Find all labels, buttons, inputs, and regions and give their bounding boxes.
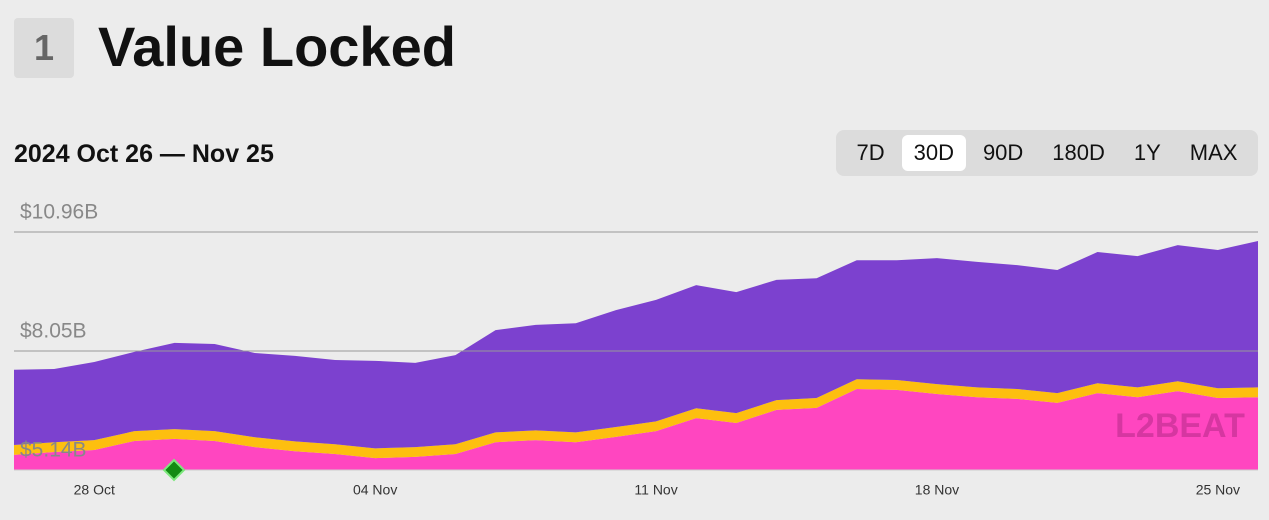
title: Value Locked [98, 15, 456, 78]
x-tick-label: 18 Nov [915, 482, 959, 498]
range-option[interactable]: 1Y [1133, 140, 1161, 165]
range-option[interactable]: MAX [1189, 140, 1238, 165]
y-tick-label: $8.05B [20, 320, 87, 343]
watermark: L2BEAT [1115, 407, 1245, 445]
area [14, 379, 1258, 459]
range-option[interactable]: 30D [901, 135, 966, 171]
area [14, 389, 1258, 470]
x-tick-label: 25 Nov [1196, 482, 1240, 498]
date-range: 2024 Oct 26 — Nov 25 [14, 140, 274, 168]
range-option[interactable]: 7D [856, 140, 885, 165]
range-option[interactable]: 180D [1052, 140, 1105, 165]
x-tick-label: 04 Nov [353, 482, 397, 498]
x-tick-label: 28 Oct [74, 482, 115, 498]
y-tick-label: $5.14B [20, 439, 87, 462]
badge: 1 [14, 18, 74, 78]
range-option[interactable]: 90D [982, 140, 1024, 165]
area [14, 240, 1258, 449]
y-tick-label: $10.96B [20, 201, 98, 224]
x-tick-label: 11 Nov [634, 482, 677, 498]
range-selector: 7D 30D 90D 180D 1Y MAX [836, 130, 1258, 176]
event-marker [162, 458, 186, 482]
